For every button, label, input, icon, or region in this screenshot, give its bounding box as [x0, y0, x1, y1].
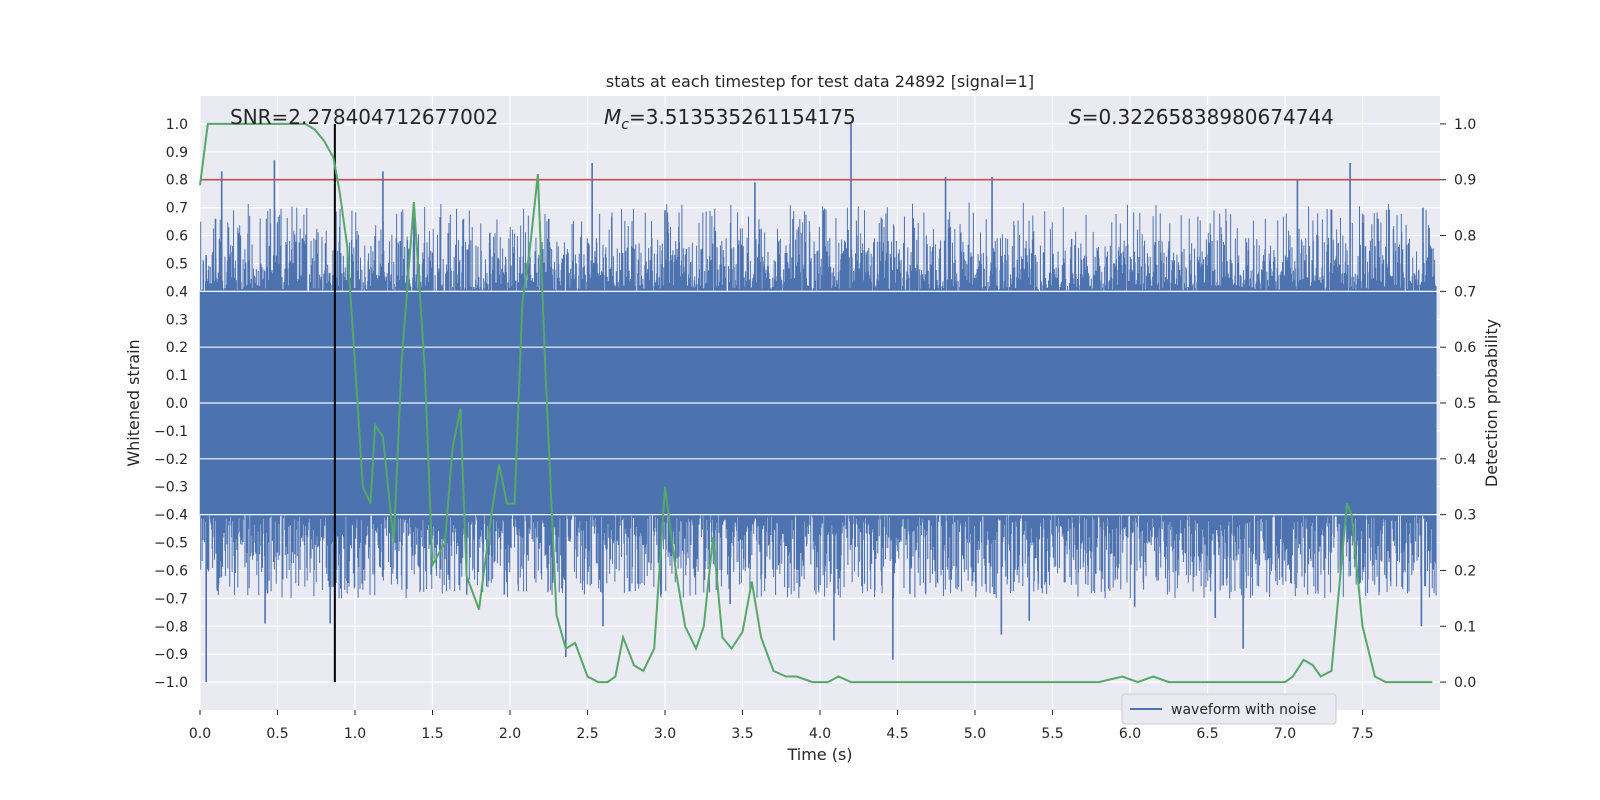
x-tick-label: 3.0: [654, 726, 676, 742]
y-left-tick-label: 0.3: [166, 312, 188, 328]
x-tick-label: 5.5: [1041, 726, 1063, 742]
y-left-axis-label: Whitened strain: [124, 339, 143, 466]
y-left-tick-label: −1.0: [154, 675, 188, 691]
y-left-tick-label: −0.3: [154, 480, 188, 496]
s-annotation: S=0.32265838980674744: [1069, 105, 1334, 129]
x-tick-labels: 0.0 0.5 1.0 1.5 2.0 2.5 3.0 3.5 4.0 4.5 5.0 5.5 6.0 6…: [189, 710, 1374, 742]
x-tick-label: 3.5: [731, 726, 753, 742]
y-right-tick-label: 1.0: [1454, 117, 1476, 133]
legend-box: [1121, 693, 1337, 725]
y-left-tick-label: −0.2: [154, 452, 188, 468]
x-tick-label: 1.5: [421, 726, 443, 742]
x-tick-label: 6.5: [1196, 726, 1218, 742]
x-tick-label: 2.0: [499, 726, 521, 742]
chirp-mass-annotation: Mc=3.513535261154175: [604, 105, 856, 133]
x-tick-label: 1.0: [344, 726, 366, 742]
x-tick-label: 6.0: [1119, 726, 1141, 742]
y-right-tick-label: 0.3: [1454, 508, 1476, 524]
x-tick-label: 7.0: [1274, 726, 1296, 742]
y-left-tick-label: 0.1: [166, 368, 188, 384]
y-left-tick-label: −0.9: [154, 647, 188, 663]
y-left-tick-label: −0.1: [154, 424, 188, 440]
x-tick-label: 0.0: [189, 726, 211, 742]
y-right-tick-label: 0.0: [1454, 675, 1476, 691]
x-tick-label: 2.5: [576, 726, 598, 742]
y-left-tick-label: −0.7: [154, 591, 188, 607]
y-right-tick-label: 0.6: [1454, 340, 1476, 356]
detection-probability-line: [199, 122, 1433, 684]
y-left-tick-label: −0.8: [154, 619, 188, 635]
x-axis-label: Time (s): [786, 745, 852, 764]
x-tick-label: 0.5: [266, 726, 288, 742]
y-left-tick-label: 0.0: [166, 396, 188, 412]
overlay-lines: [199, 122, 1440, 684]
y-right-tick-label: 0.8: [1454, 229, 1476, 245]
y-left-tick-label: 0.7: [166, 201, 188, 217]
y-left-tick-label: −0.5: [154, 536, 188, 552]
x-tick-label: 4.0: [809, 726, 831, 742]
x-tick-label: 7.5: [1351, 726, 1373, 742]
y-left-tick-label: 0.6: [166, 229, 188, 245]
legend-waveform-label: waveform with noise: [1171, 702, 1316, 718]
y-right-tick-labels: 1.0 0.9 0.8 0.7 0.6 0.5 0.4 0.3 0.2 0.1 0.0: [1440, 117, 1476, 691]
x-tick-label: 5.0: [964, 726, 986, 742]
y-left-tick-label: −0.4: [154, 508, 188, 524]
y-right-tick-label: 0.7: [1454, 284, 1476, 300]
y-right-axis-label: Detection probability: [1482, 319, 1501, 487]
y-left-tick-label: 0.5: [166, 256, 188, 272]
y-left-tick-label: 0.9: [166, 145, 188, 161]
y-left-tick-label: 0.4: [166, 284, 188, 300]
x-tick-label: 4.5: [886, 726, 908, 742]
y-left-tick-label: 0.8: [166, 173, 188, 189]
y-right-tick-label: 0.2: [1454, 563, 1476, 579]
y-right-tick-label: 0.4: [1454, 452, 1476, 468]
y-right-tick-label: 0.9: [1454, 173, 1476, 189]
snr-annotation: SNR=2.278404712677002: [230, 105, 498, 129]
y-right-tick-label: 0.1: [1454, 619, 1476, 635]
chart-title: stats at each timestep for test data 248…: [606, 72, 1034, 91]
y-left-tick-label: −0.6: [154, 563, 188, 579]
y-right-tick-label: 0.5: [1454, 396, 1476, 412]
y-left-tick-labels: 1.0 0.9 0.8 0.7 0.6 0.5 0.4 0.3 0.2 0.1 0.0 −0.1 −0.…: [154, 117, 188, 691]
y-left-tick-label: 1.0: [166, 117, 188, 133]
legend: waveform with noise: [1121, 693, 1337, 725]
y-left-tick-label: 0.2: [166, 340, 188, 356]
